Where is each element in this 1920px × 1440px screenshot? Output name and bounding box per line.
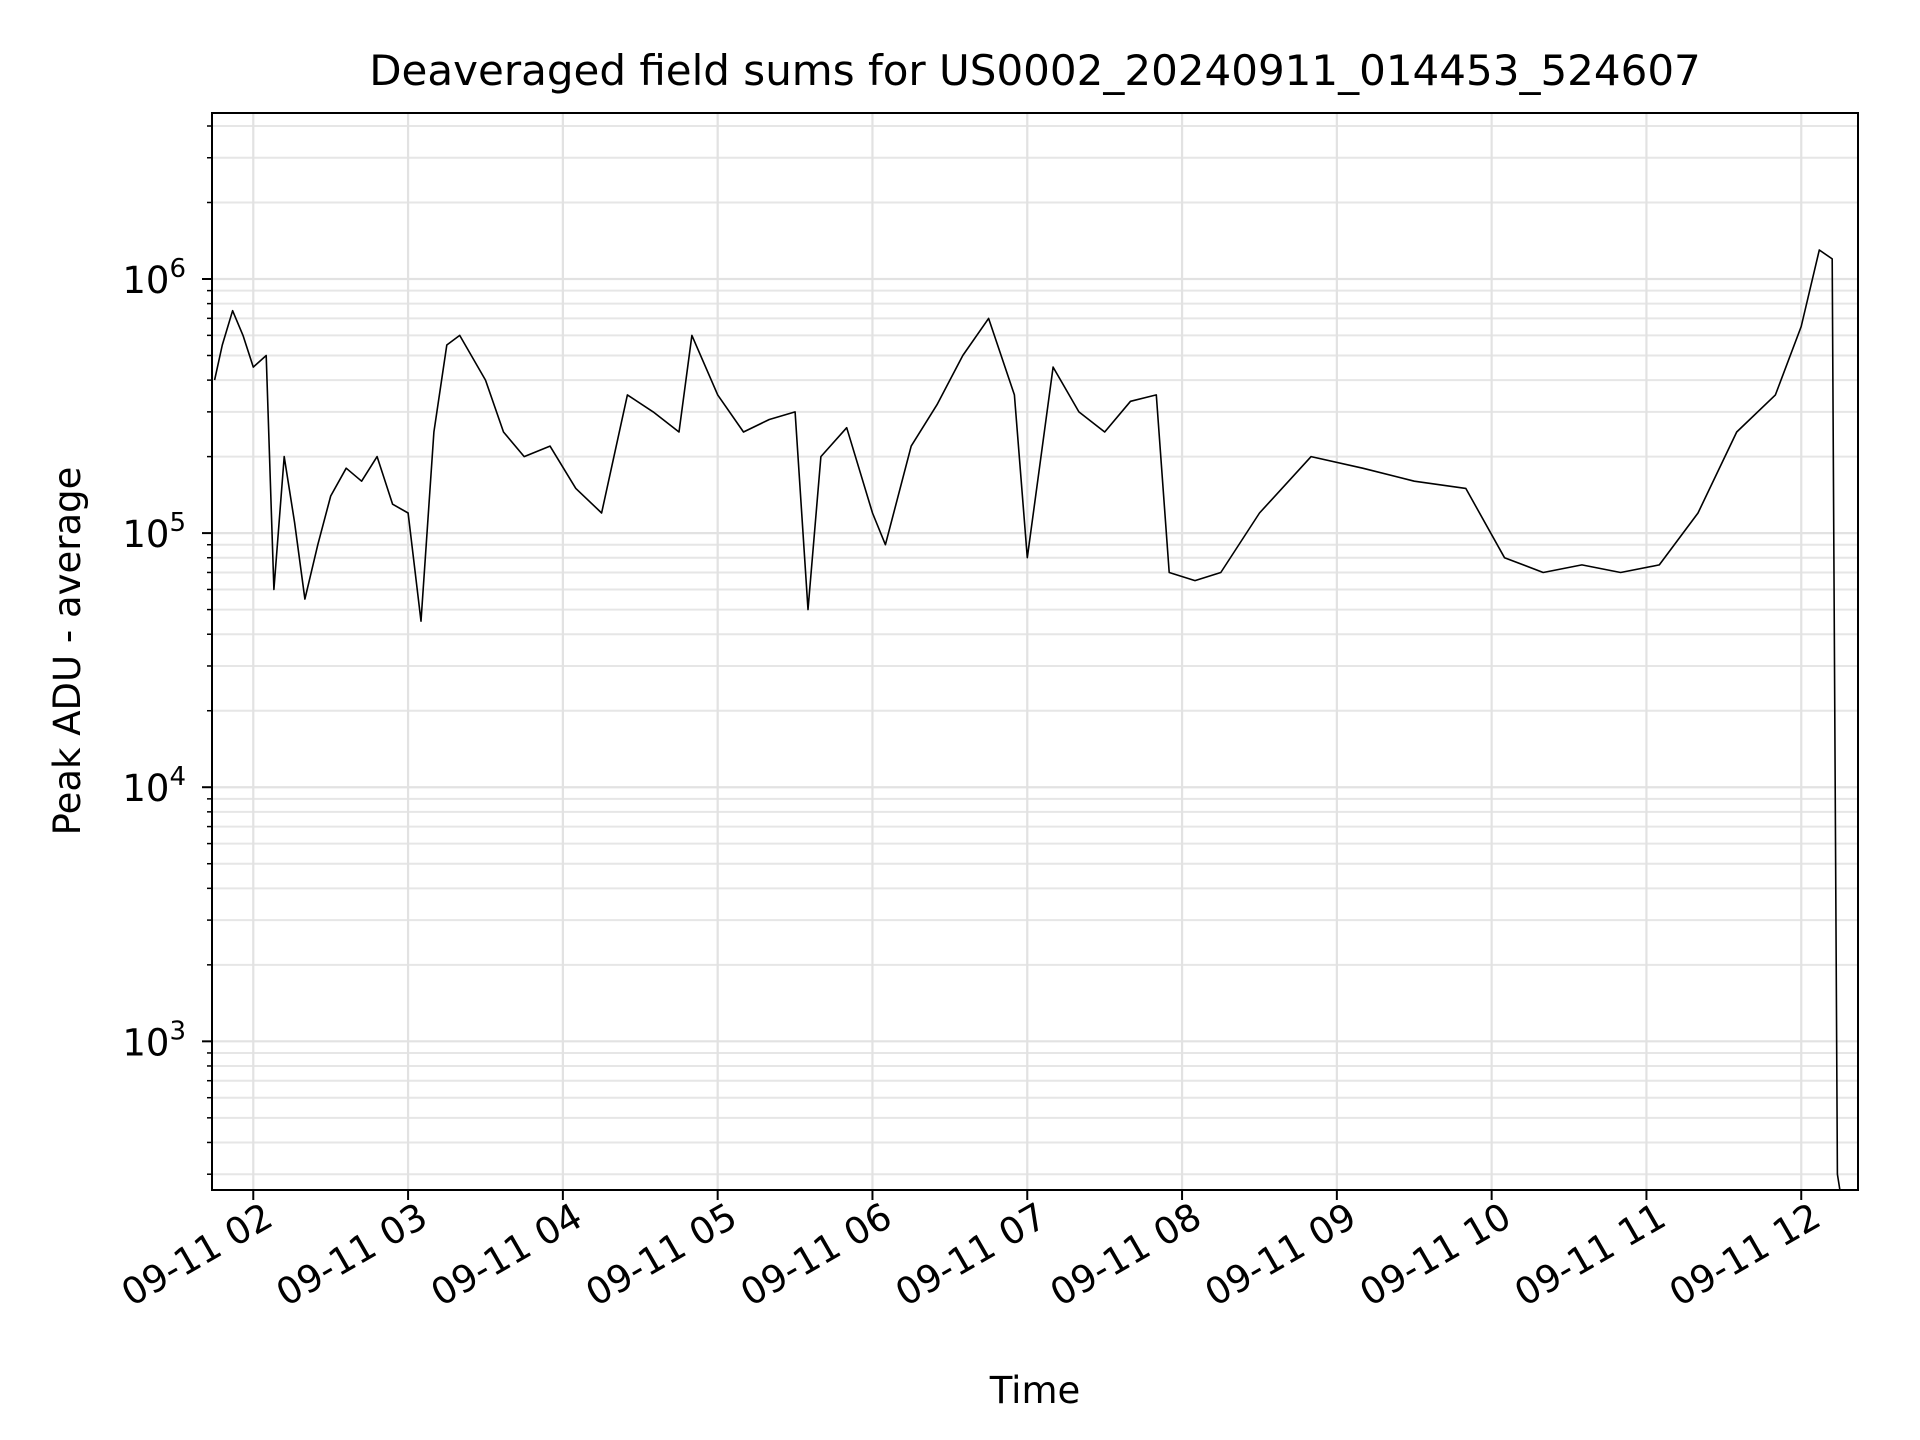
chart-title: Deaveraged field sums for US0002_2024091…: [369, 46, 1701, 95]
grid-lines: [212, 113, 1858, 1190]
series-line: [213, 249, 1841, 1191]
y-tick-label: 104: [122, 762, 186, 810]
y-tick-label: 106: [122, 254, 186, 302]
y-tick-label: 105: [122, 508, 186, 556]
y-axis-label: Peak ADU - average: [46, 467, 89, 836]
series-lines: [213, 249, 1841, 1191]
x-axis-label: Time: [989, 1369, 1081, 1412]
plot-frame: [211, 112, 1859, 1191]
y-tick-label: 103: [122, 1016, 186, 1064]
